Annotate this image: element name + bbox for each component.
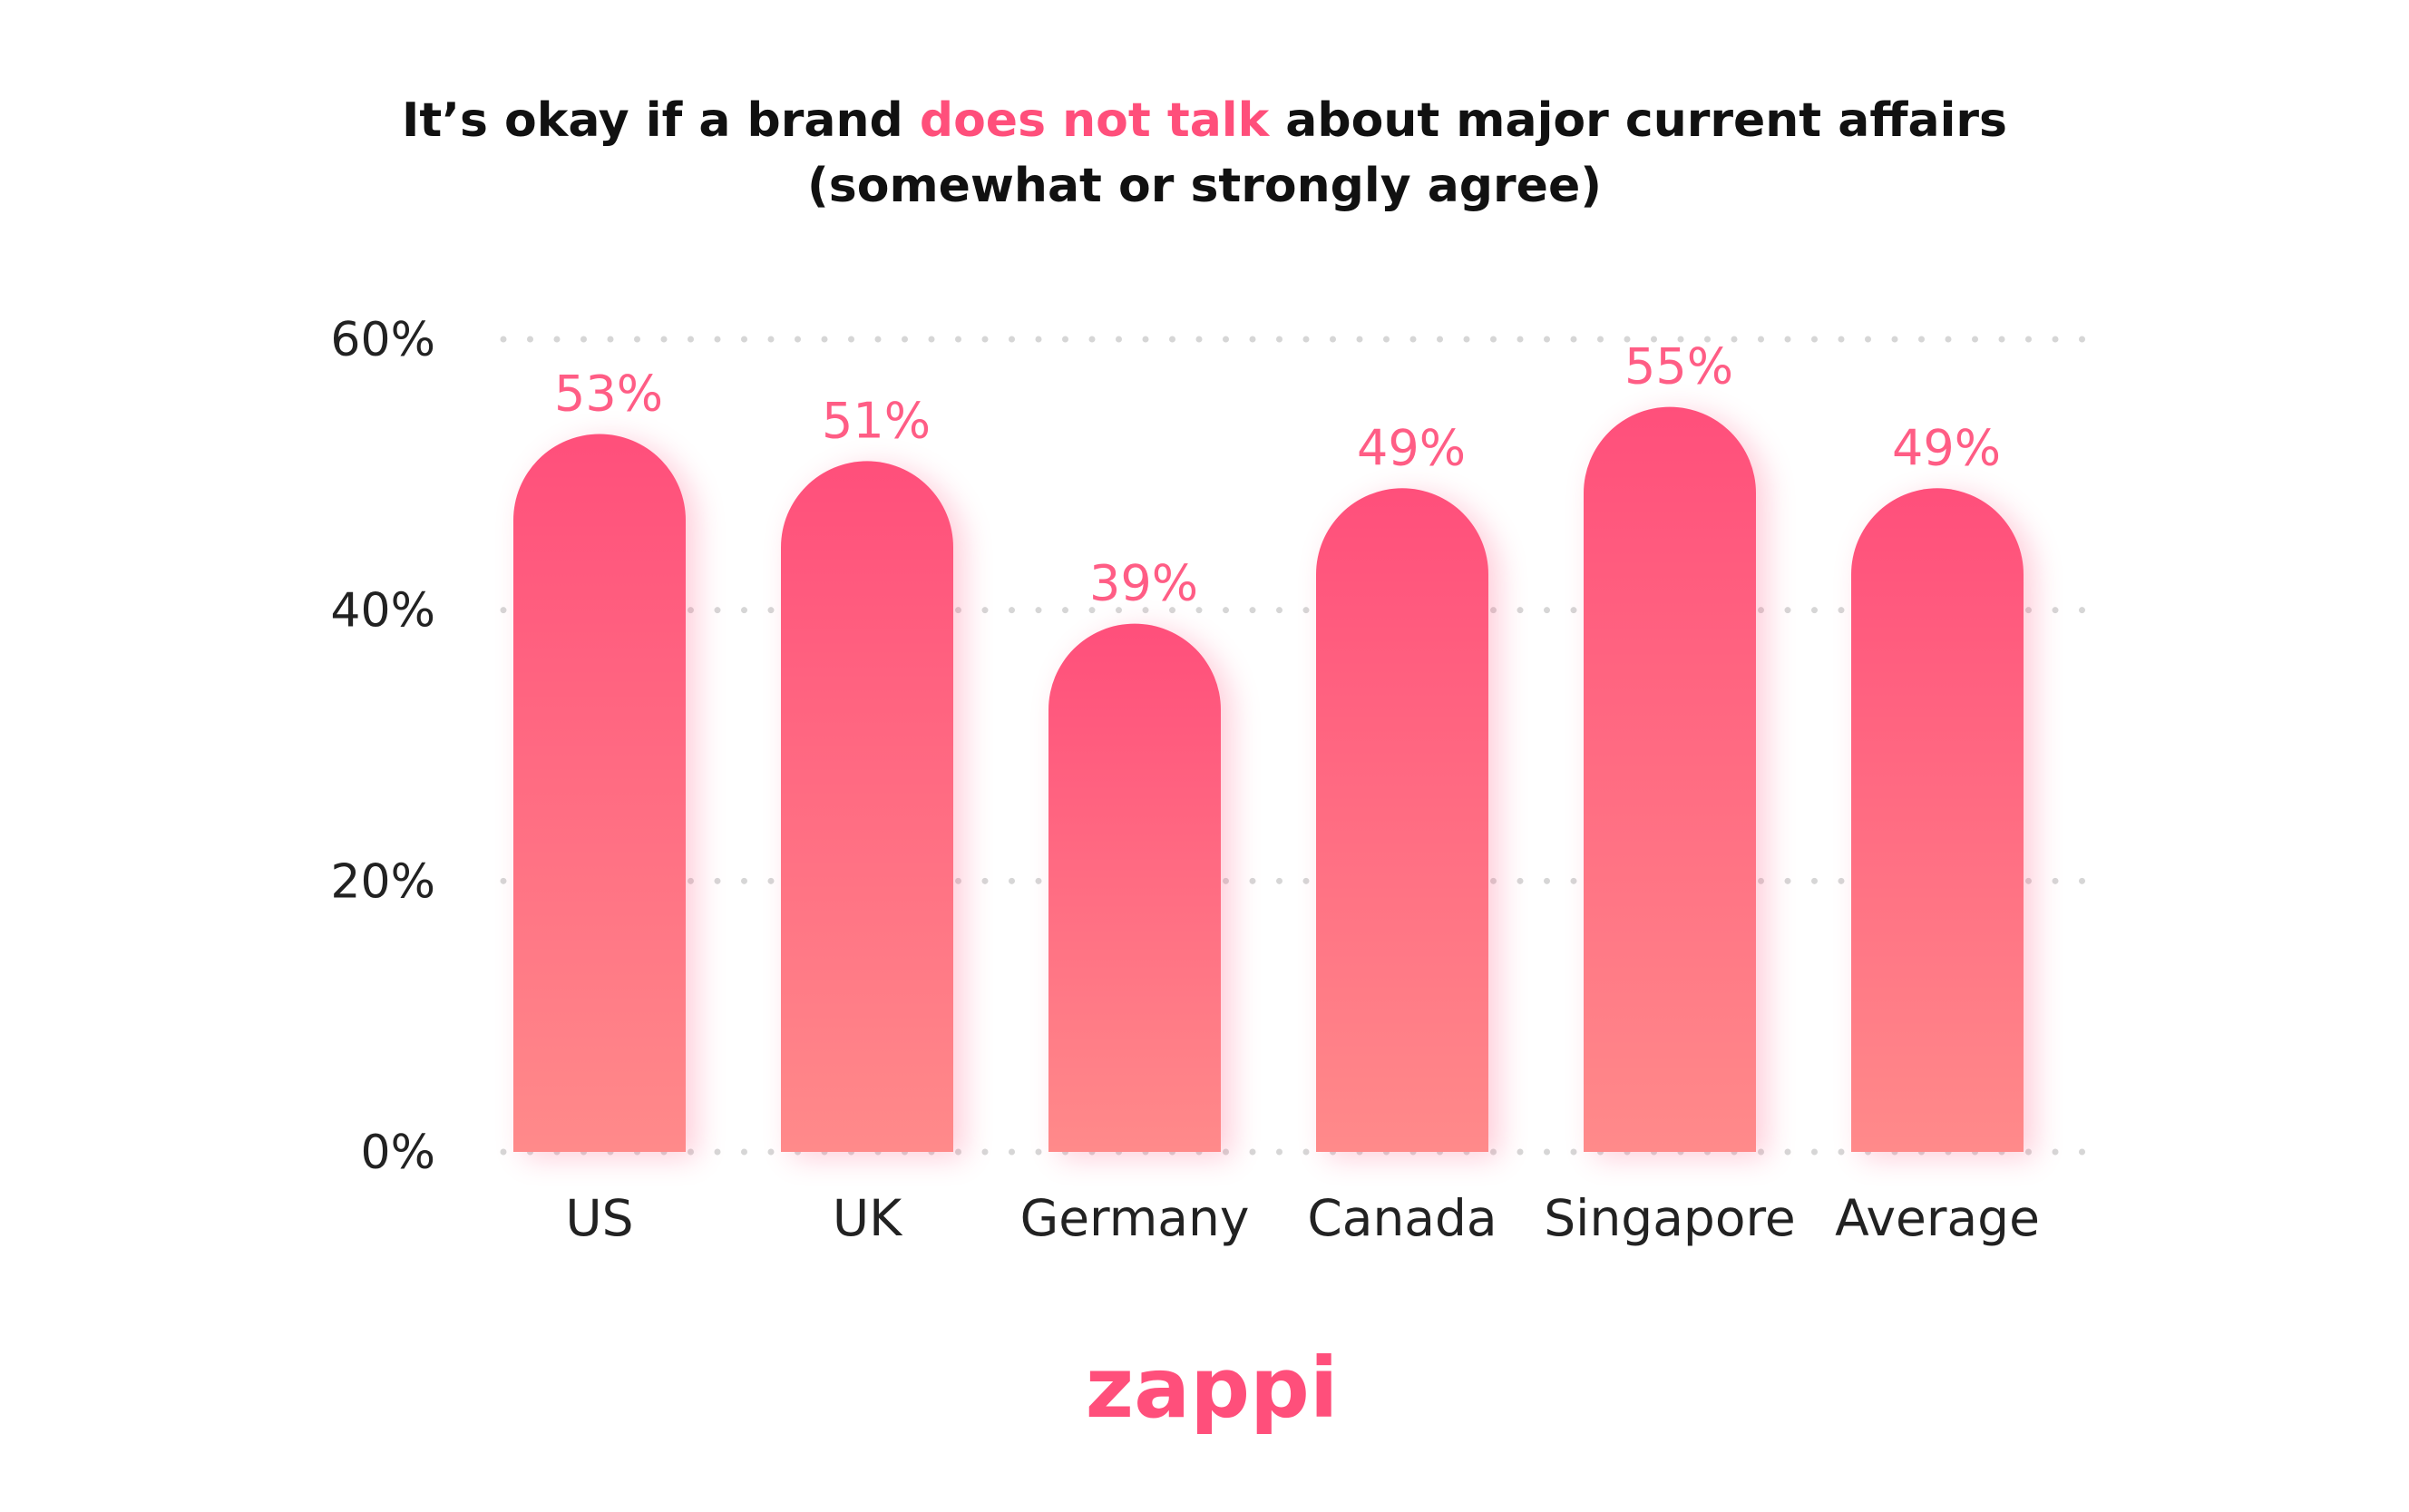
bars xyxy=(513,406,2034,1158)
bar-average xyxy=(1851,488,2024,1152)
bar-germany xyxy=(1048,623,1221,1152)
chart-title: It’s okay if a brand does not talk about… xyxy=(402,93,2007,148)
data-label: 51% xyxy=(822,392,931,449)
title-part-highlight: does not talk xyxy=(920,93,1271,148)
data-label: 53% xyxy=(554,366,663,423)
x-tick-label: Average xyxy=(1835,1189,2040,1247)
data-label: 49% xyxy=(1357,419,1466,476)
x-tick-label: Canada xyxy=(1307,1189,1497,1247)
data-label: 39% xyxy=(1089,555,1198,612)
y-tick-label: 60% xyxy=(330,313,435,367)
category-labels: US UK Germany Canada Singapore Average xyxy=(565,1189,2040,1247)
bar-canada xyxy=(1316,488,1488,1152)
gridlines xyxy=(500,336,2090,1156)
x-tick-label: US xyxy=(565,1189,633,1247)
chart-subtitle: (somewhat or strongly agree) xyxy=(807,159,1602,213)
bar-uk xyxy=(781,461,953,1153)
x-tick-label: UK xyxy=(833,1189,903,1247)
bar-us xyxy=(513,434,687,1153)
x-tick-label: Singapore xyxy=(1544,1189,1795,1247)
title-part-after: about major current affairs xyxy=(1269,93,2007,148)
y-tick-label: 0% xyxy=(361,1126,436,1180)
y-tick-label: 20% xyxy=(330,854,435,909)
bar-singapore xyxy=(1584,406,1756,1152)
y-axis-ticks: 0% 20% 40% 60% xyxy=(330,313,435,1180)
data-label: 55% xyxy=(1624,338,1733,395)
title-part-before: It’s okay if a brand xyxy=(402,93,920,148)
y-tick-label: 40% xyxy=(330,584,435,639)
data-labels: 53% 51% 39% 49% 55% 49% xyxy=(554,338,2001,612)
data-label: 49% xyxy=(1892,419,2001,476)
zappi-logo: zappi xyxy=(1086,1340,1339,1437)
x-tick-label: Germany xyxy=(1020,1189,1250,1247)
